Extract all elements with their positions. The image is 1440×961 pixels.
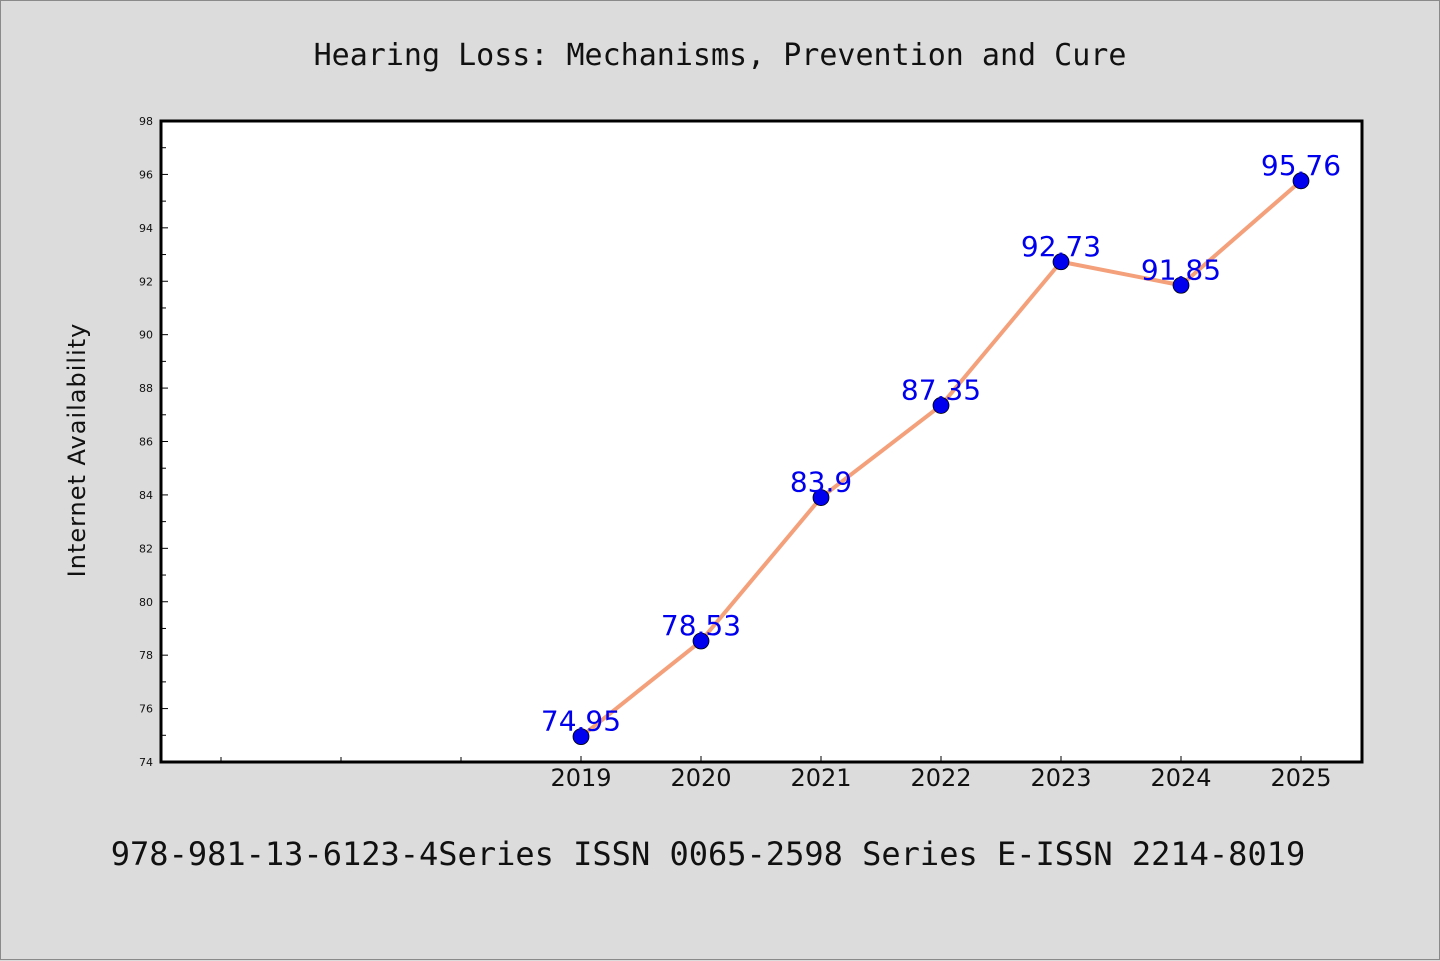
- data-labels: 74.95 78.53 83.9 87.35 92.73 91.85 95.76: [541, 149, 1341, 738]
- data-point: [1292, 172, 1310, 190]
- y-axis: 74 76 78 80 82 84 86 88 90 92 94 96 98: [139, 115, 168, 769]
- data-point: [1172, 276, 1190, 294]
- data-point: [812, 489, 830, 506]
- data-point: [692, 632, 710, 650]
- y-tick-label: 82: [139, 542, 153, 555]
- y-tick-label: 80: [139, 596, 153, 609]
- y-tick-label: 90: [139, 329, 153, 342]
- y-tick-label: 74: [139, 756, 153, 769]
- data-label: 78.53: [661, 609, 741, 642]
- plot-area: [159, 119, 1364, 764]
- footer-text: 978-981-13-6123-4Series ISSN 0065-2598 S…: [111, 835, 1305, 873]
- data-point: [932, 397, 950, 414]
- x-axis: 2019 2020 2021 2022 2023 2024 2025: [220, 756, 1332, 792]
- data-label: 91.85: [1141, 253, 1221, 286]
- y-tick-label: 94: [139, 222, 153, 235]
- data-point: [572, 728, 590, 746]
- y-tick-label: 96: [139, 168, 153, 181]
- x-tick-label: 2021: [790, 764, 851, 792]
- data-label: 95.76: [1261, 149, 1341, 182]
- x-tick-label: 2020: [670, 764, 731, 792]
- data-point: [1052, 253, 1070, 271]
- x-tick-label: 2025: [1270, 764, 1331, 792]
- y-tick-label: 84: [139, 489, 153, 502]
- data-label: 74.95: [541, 705, 621, 738]
- y-tick-label: 92: [139, 275, 153, 288]
- x-tick-label: 2023: [1030, 764, 1091, 792]
- y-tick-label: 86: [139, 436, 153, 449]
- x-tick-label: 2022: [910, 764, 971, 792]
- y-tick-label: 88: [139, 382, 153, 395]
- y-axis-label: Internet Availability: [63, 323, 91, 578]
- chart-title: Hearing Loss: Mechanisms, Prevention and…: [314, 38, 1127, 73]
- y-tick-label: 78: [139, 649, 153, 662]
- data-label: 92.73: [1021, 230, 1101, 263]
- data-label: 83.9: [790, 466, 852, 499]
- x-tick-label: 2024: [1150, 764, 1211, 792]
- series-line: [572, 172, 1310, 746]
- data-label: 87.35: [901, 373, 981, 406]
- y-tick-label: 98: [139, 115, 153, 128]
- x-tick-label: 2019: [550, 764, 611, 792]
- y-tick-label: 76: [139, 703, 153, 716]
